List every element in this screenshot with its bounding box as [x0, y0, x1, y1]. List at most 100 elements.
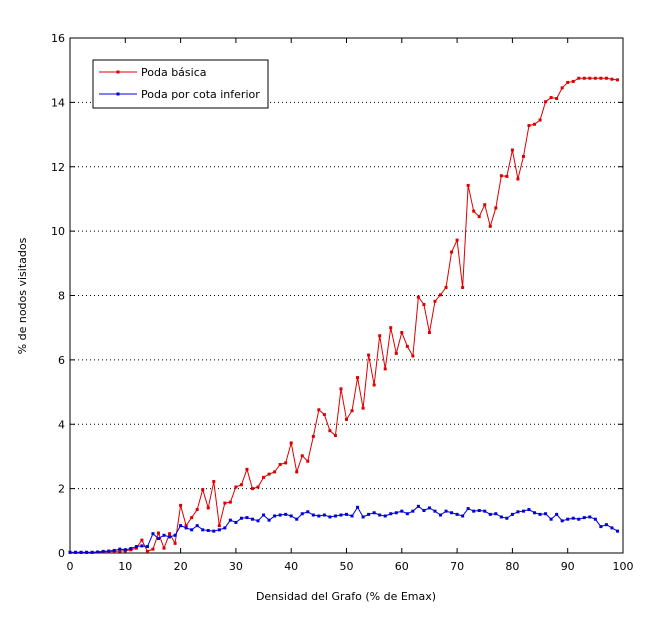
data-point	[494, 206, 498, 210]
data-point	[422, 509, 426, 513]
data-point	[322, 513, 326, 517]
data-point	[356, 505, 360, 509]
data-point	[201, 528, 205, 532]
data-point	[328, 429, 332, 433]
data-point	[156, 531, 160, 535]
data-point	[195, 508, 199, 512]
legend: Poda básica Poda por cota inferior	[92, 59, 269, 109]
data-point	[168, 532, 172, 536]
data-point	[96, 550, 100, 554]
data-point	[206, 506, 210, 510]
data-point	[411, 354, 415, 358]
data-point	[140, 544, 144, 548]
data-point	[516, 510, 520, 514]
data-point	[118, 549, 122, 553]
data-point	[195, 524, 199, 528]
x-tick-label: 50	[340, 560, 354, 573]
data-point	[201, 488, 205, 492]
data-point	[250, 517, 254, 521]
data-point	[588, 515, 592, 519]
data-point	[566, 80, 570, 84]
data-point	[483, 203, 487, 207]
data-point	[345, 512, 348, 516]
y-tick-label: 6	[58, 354, 65, 367]
data-point	[555, 97, 559, 101]
data-point	[422, 303, 426, 307]
axis-ticks: 0 10 20 30 40 50 60 70 80 90 100 0 2 4 6 8 10 12 14 16	[51, 32, 634, 573]
data-point	[367, 512, 371, 516]
y-tick-label: 2	[58, 483, 65, 496]
data-point	[488, 512, 492, 516]
data-point	[179, 503, 183, 507]
data-point	[610, 77, 614, 81]
series-line-0	[70, 77, 618, 553]
data-point	[118, 547, 122, 551]
data-point	[604, 76, 608, 80]
data-point	[444, 509, 448, 513]
data-point	[90, 550, 94, 554]
data-point	[256, 519, 260, 523]
data-point	[560, 86, 564, 90]
data-point	[549, 517, 553, 521]
data-point	[262, 475, 266, 479]
data-point	[306, 459, 310, 463]
data-point	[571, 79, 575, 83]
data-point	[411, 509, 415, 513]
y-tick-label: 16	[51, 32, 65, 45]
data-point	[378, 334, 382, 338]
grid-lines	[70, 101, 623, 490]
data-point	[333, 434, 337, 438]
x-tick-label: 100	[613, 560, 634, 573]
data-point	[439, 293, 443, 297]
data-point	[278, 462, 282, 466]
data-point	[278, 513, 282, 517]
data-point	[101, 549, 105, 553]
data-point	[466, 183, 470, 187]
data-point	[405, 512, 409, 516]
data-point	[560, 519, 564, 523]
data-point	[577, 517, 581, 521]
data-point	[505, 516, 509, 520]
data-point	[455, 512, 459, 516]
data-point	[472, 509, 476, 513]
data-point	[245, 467, 249, 471]
data-point	[367, 353, 371, 357]
data-point	[267, 472, 271, 476]
data-point	[610, 526, 614, 530]
data-point	[499, 174, 503, 178]
x-tick-label: 10	[118, 560, 132, 573]
data-point	[372, 383, 376, 387]
data-point	[356, 376, 360, 380]
data-point	[107, 549, 111, 553]
x-tick-label: 60	[395, 560, 409, 573]
data-point	[466, 507, 470, 511]
series-line-1	[70, 505, 618, 553]
data-point	[173, 533, 177, 537]
data-point	[461, 514, 465, 518]
data-point	[85, 550, 89, 554]
x-tick-label: 70	[450, 560, 464, 573]
data-point	[339, 513, 343, 517]
data-point	[488, 224, 492, 228]
y-tick-label: 8	[58, 290, 65, 303]
data-point	[173, 541, 177, 545]
legend-label: Poda por cota inferior	[141, 88, 260, 101]
data-point	[317, 514, 321, 518]
data-point	[217, 528, 221, 532]
data-point	[405, 344, 409, 348]
data-point	[499, 515, 503, 519]
y-tick-label: 10	[51, 225, 65, 238]
data-point	[267, 518, 271, 522]
data-point	[394, 351, 398, 355]
data-point	[295, 517, 299, 521]
data-point	[516, 177, 520, 181]
data-point	[383, 514, 387, 518]
data-point	[339, 387, 343, 391]
data-point	[383, 367, 387, 371]
data-point	[533, 122, 537, 126]
data-point	[68, 550, 72, 554]
data-point	[273, 470, 277, 474]
data-point	[311, 513, 315, 517]
data-point	[300, 454, 304, 458]
data-point	[322, 413, 326, 417]
